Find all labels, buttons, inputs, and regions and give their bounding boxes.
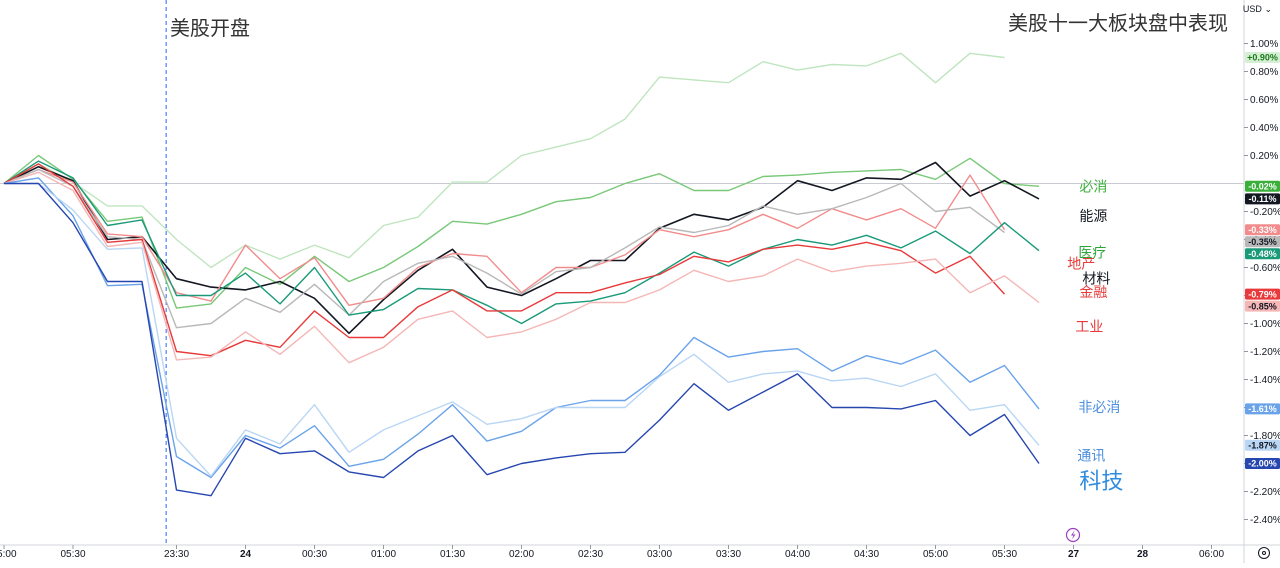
series-line-5[interactable] (3, 160, 1040, 325)
series-line-8[interactable] (3, 177, 1040, 479)
value-badge-text-8: -1.61% (1248, 404, 1277, 414)
series-line-7[interactable] (3, 171, 1040, 364)
market-open-annotation: 美股开盘 (170, 17, 250, 40)
series-line-6[interactable] (3, 163, 1006, 357)
series-label-3: 地产 (1067, 256, 1095, 272)
x-tick-label: 24 (240, 549, 252, 560)
series-line-1[interactable] (3, 154, 1040, 309)
settings-gear-icon[interactable] (1258, 547, 1270, 559)
y-tick-label: 0.80% (1250, 67, 1278, 78)
series-label-8: 非必消 (1078, 399, 1120, 415)
series-label-5: 医疗 (1078, 245, 1106, 261)
x-tick-label: 03:00 (647, 549, 672, 560)
series-line-9[interactable] (4, 182, 1040, 477)
value-badge-text-0: +0.90% (1247, 53, 1278, 63)
replay-lightning-icon[interactable] (1065, 527, 1081, 543)
chevron-down-icon: ⌄ (1264, 4, 1272, 14)
currency-selector[interactable]: USD ⌄ (1243, 4, 1272, 15)
x-tick-label: 01:30 (440, 549, 465, 560)
series-label-6: 金融 (1079, 284, 1107, 300)
value-badge-8 (1245, 403, 1280, 415)
x-tick-label: 05:30 (992, 549, 1017, 560)
y-tick-label: 0.40% (1250, 123, 1278, 134)
y-tick-label: -1.80% (1250, 431, 1280, 442)
y-tick-label: -2.20% (1250, 487, 1280, 498)
series-label-2: 能源 (1079, 208, 1107, 224)
series-line-4[interactable] (3, 168, 1005, 329)
time-axis[interactable]: 05:00 05:30 23:30 24 00:30 01:00 01:30 02:00 02:… (0, 544, 1280, 560)
value-badge-10 (1245, 458, 1280, 469)
y-tick-label: -1.40% (1250, 375, 1280, 386)
series-label-9: 通讯 (1077, 447, 1105, 463)
y-tick-label: 0.60% (1250, 95, 1278, 106)
x-tick-label: 06:00 (1199, 549, 1224, 560)
x-tick-label: 02:30 (578, 549, 603, 560)
value-badge-text-3: -0.33% (1248, 225, 1277, 235)
x-tick-label: 23:30 (164, 549, 189, 560)
price-axis[interactable]: 1.00%0.80%0.60%0.40%0.20%-0.20%-0.40%-0.… (1243, 0, 1280, 563)
value-badge-text-7: -0.85% (1248, 301, 1277, 311)
value-badge-0 (1245, 52, 1280, 63)
x-tick-label: 28 (1137, 549, 1149, 560)
x-tick-label: 05:30 (60, 549, 85, 560)
series-line-2[interactable] (3, 161, 1040, 335)
value-badge-text-6: -0.79% (1248, 289, 1277, 299)
x-tick-label: 04:30 (854, 549, 879, 560)
value-badge-text-5: -0.48% (1248, 249, 1277, 259)
x-tick-label: 04:00 (785, 549, 810, 560)
value-badge-9 (1245, 439, 1280, 451)
series-label-4: 材料 (1082, 271, 1110, 287)
value-badge-6 (1245, 288, 1280, 300)
x-tick-label: 00:30 (302, 549, 327, 560)
y-tick-label: -1.20% (1250, 347, 1280, 358)
value-badge-7 (1245, 300, 1280, 312)
y-tick-label: 1.00% (1250, 39, 1278, 50)
value-badge-4 (1245, 236, 1280, 248)
value-badge-text-9: -1.87% (1248, 441, 1277, 451)
series-line-10[interactable] (4, 182, 1040, 497)
series-label-1: 必消 (1079, 178, 1107, 194)
y-tick-label: -1.00% (1250, 319, 1280, 330)
x-tick-label: 05:00 (923, 549, 948, 560)
y-tick-label: 0.20% (1250, 151, 1278, 162)
value-badge-text-10: -2.00% (1248, 459, 1277, 469)
x-tick-label: 05:00 (0, 549, 17, 560)
x-tick-label: 01:00 (371, 549, 396, 560)
value-badge-2 (1245, 193, 1280, 205)
x-tick-label: 27 (1068, 549, 1080, 560)
y-tick-label: -0.20% (1250, 207, 1280, 218)
chart-title: 美股十一大板块盘中表现 (1008, 12, 1228, 35)
series-lines (0, 0, 1244, 545)
x-tick-label: 02:00 (509, 549, 534, 560)
y-tick-label: -2.40% (1250, 515, 1280, 526)
value-badge-1 (1245, 180, 1280, 192)
value-badge-text-2: -0.11% (1248, 194, 1276, 204)
series-line-0[interactable] (3, 52, 1005, 269)
series-label-10: 科技 (1079, 469, 1123, 494)
y-tick-label: -0.60% (1250, 263, 1280, 274)
series-label-7: 工业 (1075, 319, 1103, 335)
currency-label: USD (1242, 4, 1262, 14)
value-badge-5 (1245, 248, 1280, 260)
value-badge-text-1: -0.02% (1248, 182, 1277, 192)
x-tick-label: 03:30 (716, 549, 741, 560)
value-badge-3 (1245, 224, 1280, 236)
value-badge-text-4: -0.35% (1248, 237, 1277, 247)
series-labels: 公共事业必消能源地产材料医疗金融工业非必消通讯科技 (1067, 178, 1123, 494)
